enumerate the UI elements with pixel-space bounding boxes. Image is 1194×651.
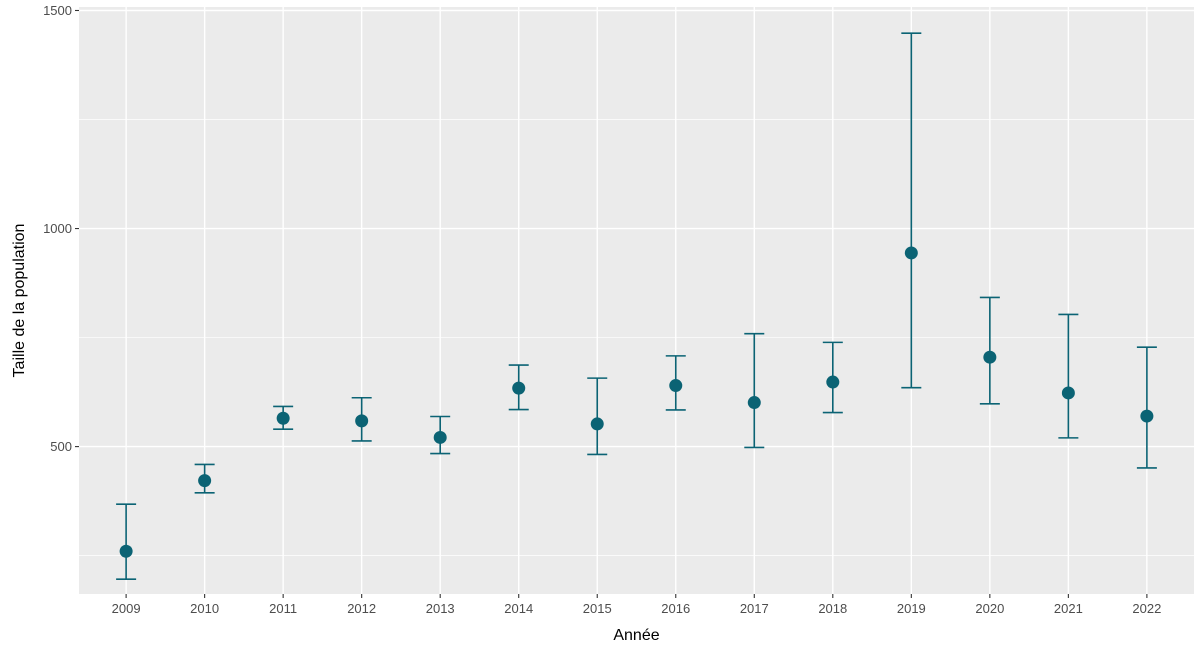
x-tick-label: 2010 (190, 601, 219, 616)
minor-gridlines (79, 119, 1194, 556)
errorbar (1058, 313, 1079, 439)
y-tick-label: 1500 (43, 3, 72, 18)
data-point (1140, 409, 1154, 423)
errorbar (587, 377, 608, 456)
data-point (904, 246, 918, 260)
errorbar-layer (116, 32, 1157, 580)
data-point (983, 350, 997, 364)
point-layer (119, 246, 1154, 558)
y-tick-label: 1000 (43, 221, 72, 236)
data-point (1061, 386, 1075, 400)
x-tick-label: 2019 (897, 601, 926, 616)
x-tick-label: 2014 (504, 601, 533, 616)
x-tick-label: 2018 (818, 601, 847, 616)
x-tick-label: 2017 (740, 601, 769, 616)
x-axis: 2009 2010 2011 2012 2013 2014 2015 2016 2017 2018… (112, 594, 1161, 616)
x-tick-label: 2011 (269, 601, 297, 616)
data-point (747, 396, 761, 410)
errorbar (979, 296, 1000, 405)
plot-panel (79, 7, 1194, 594)
data-point (590, 417, 604, 431)
y-axis-title: Taille de la population (11, 224, 28, 378)
errorbar (744, 332, 765, 449)
errorbar (1136, 346, 1157, 469)
x-axis-title: Année (613, 627, 659, 644)
data-point (433, 430, 447, 444)
data-point (826, 375, 840, 389)
y-tick-label: 500 (50, 439, 72, 454)
data-point (119, 544, 133, 558)
x-tick-label: 2021 (1054, 601, 1083, 616)
y-axis: 500 1000 1500 (43, 3, 79, 454)
errorbar (116, 503, 137, 580)
x-tick-label: 2012 (347, 601, 376, 616)
data-point (512, 381, 526, 395)
x-tick-label: 2009 (112, 601, 141, 616)
data-point (198, 474, 212, 488)
data-point (355, 414, 369, 428)
x-tick-label: 2015 (583, 601, 612, 616)
x-tick-label: 2016 (661, 601, 690, 616)
data-point (669, 379, 683, 393)
x-tick-label: 2022 (1132, 601, 1161, 616)
errorbar (901, 32, 922, 389)
x-tick-label: 2013 (426, 601, 455, 616)
data-point (276, 411, 290, 425)
x-tick-label: 2020 (975, 601, 1004, 616)
